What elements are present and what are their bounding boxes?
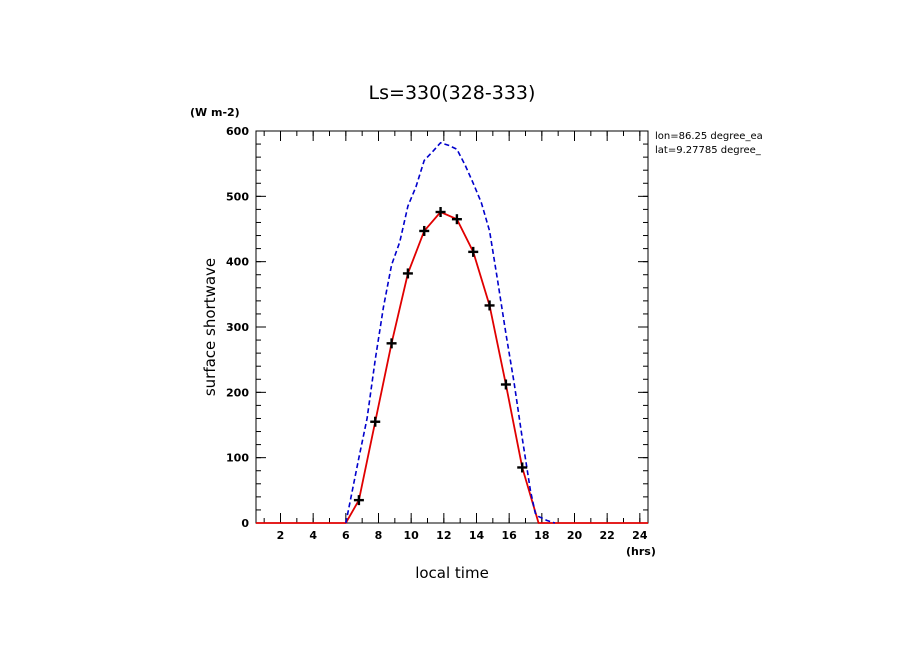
x-axis-label: local time: [415, 564, 489, 582]
series-line-solid: [256, 210, 648, 524]
annotation-lat: lat=9.27785 degree_: [655, 145, 762, 156]
chart-title: Ls=330(328-333): [369, 82, 536, 104]
series-line-dashed: [345, 141, 556, 524]
x-unit-label: (hrs): [626, 545, 656, 558]
x-tick-label: 2: [277, 529, 285, 542]
y-tick-label: 200: [226, 386, 249, 399]
annotation-lon: lon=86.25 degree_ea: [655, 131, 763, 142]
x-tick-label: 8: [375, 529, 383, 542]
x-tick-label: 4: [309, 529, 317, 542]
data-point-marker: [402, 268, 413, 279]
y-tick-label: 100: [226, 452, 249, 465]
data-point-marker: [517, 462, 528, 473]
data-point-marker: [451, 214, 462, 225]
x-tick-label: 6: [342, 529, 350, 542]
y-tick-label: 600: [226, 125, 249, 138]
x-tick-label: 16: [502, 529, 518, 542]
plot-frame: [255, 130, 649, 524]
x-tick-label: 22: [600, 529, 615, 542]
y-tick-label: 400: [226, 256, 249, 269]
x-tick-label: 24: [632, 529, 648, 542]
data-point-marker: [386, 338, 397, 349]
data-point-marker: [500, 379, 511, 390]
y-unit-label: (W m-2): [190, 106, 240, 119]
x-tick-label: 10: [404, 529, 420, 542]
x-tick-label: 20: [567, 529, 583, 542]
series-layer: [256, 141, 648, 524]
data-point-marker: [419, 225, 430, 236]
y-tick-label: 500: [226, 190, 249, 203]
data-point-marker: [484, 300, 495, 311]
data-point-marker: [468, 246, 479, 257]
y-axis-label: surface shortwave: [201, 258, 219, 396]
data-point-marker: [435, 207, 446, 218]
x-tick-label: 18: [534, 529, 549, 542]
y-tick-label: 300: [226, 321, 249, 334]
x-tick-label: 12: [436, 529, 451, 542]
data-point-marker: [370, 416, 381, 427]
y-tick-label: 0: [241, 517, 249, 530]
x-tick-label: 14: [469, 529, 485, 542]
data-point-marker: [353, 495, 364, 506]
